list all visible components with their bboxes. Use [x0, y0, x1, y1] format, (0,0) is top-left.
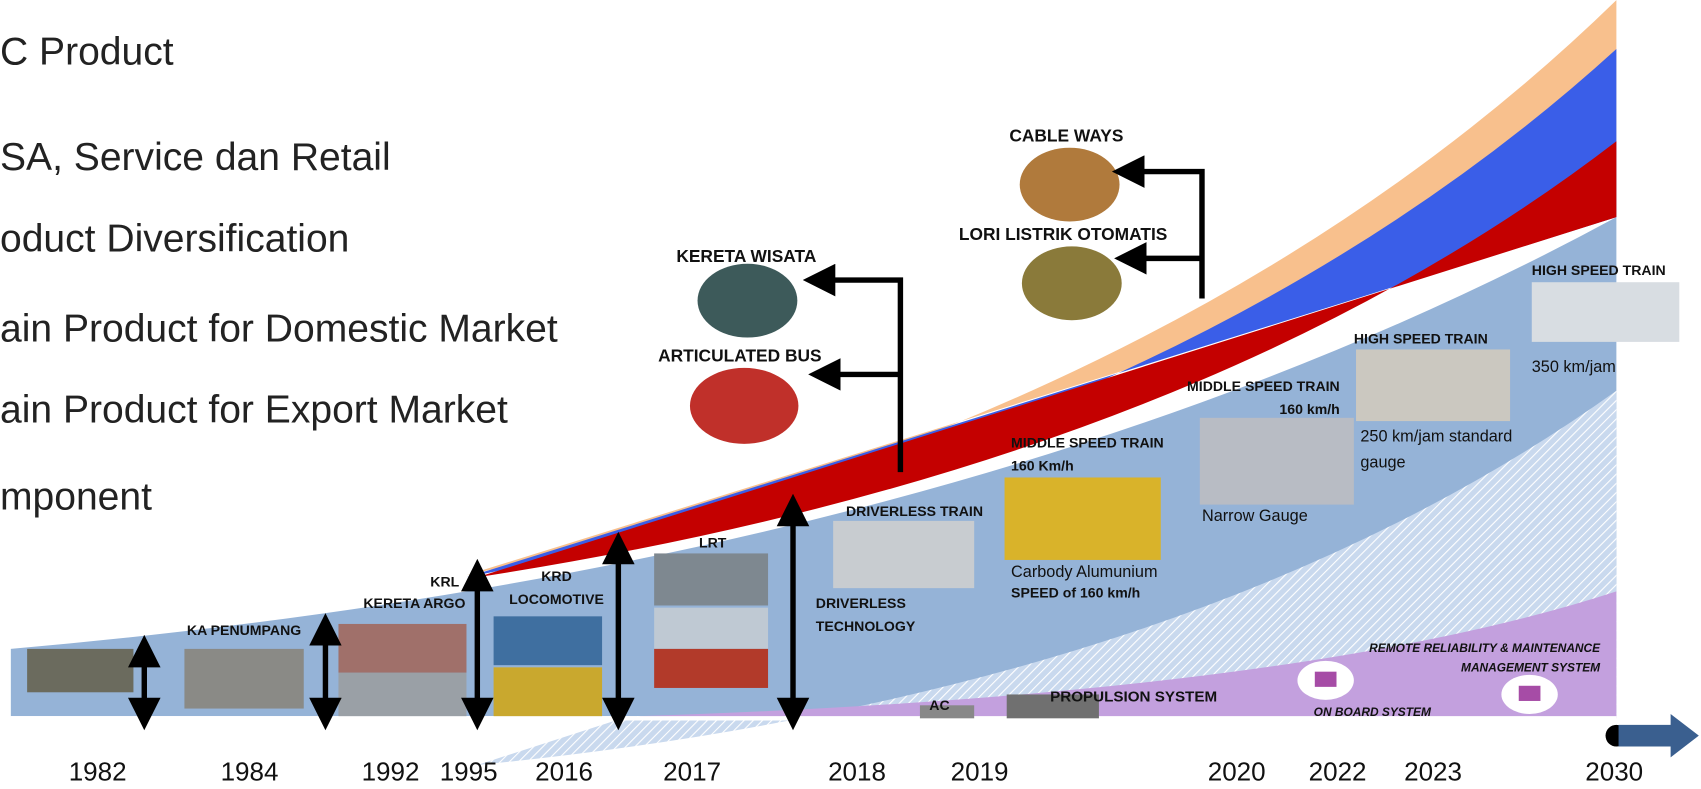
axis-arrow: [1619, 714, 1699, 757]
photo: [654, 649, 768, 688]
product-label: CABLE WAYS: [1009, 125, 1123, 145]
photo: [27, 649, 133, 692]
year-label: 2017: [663, 757, 721, 787]
product-label: KA PENUMPANG: [187, 622, 301, 638]
year-label: 2018: [828, 757, 886, 787]
photo: [494, 667, 602, 716]
roadmap: C Product SA, Service dan Retail oduct Div…: [0, 0, 1701, 789]
photo-oval: [1022, 246, 1122, 320]
product-label: LOCOMOTIVE: [509, 591, 604, 607]
product-label: KERETA ARGO: [363, 595, 465, 611]
icon-screen: [1519, 686, 1541, 701]
product-label: PROPULSION SYSTEM: [1050, 689, 1217, 706]
product-label: Carbody Alumunium: [1011, 563, 1157, 581]
photo: [338, 624, 466, 673]
year-label: 1992: [362, 757, 420, 787]
product-label: SPEED of 160 km/h: [1011, 584, 1140, 600]
photo: [654, 553, 768, 605]
year-label: 2022: [1309, 757, 1367, 787]
bullet-text: oduct Diversification: [0, 217, 349, 260]
year-label: 2030: [1585, 757, 1643, 787]
product-label: MIDDLE SPEED TRAIN: [1187, 378, 1340, 394]
bullet-text: mponent: [0, 475, 152, 518]
product-label: 160 Km/h: [1011, 457, 1074, 473]
product-label: LRT: [699, 534, 727, 550]
photo: [494, 616, 602, 665]
product-label: ON BOARD SYSTEM: [1314, 705, 1432, 719]
year-label: 1984: [221, 757, 279, 787]
bullet-text: ain Product for Export Market: [0, 389, 508, 432]
product-label: REMOTE RELIABILITY & MAINTENANCE: [1369, 641, 1601, 655]
product-label: HIGH SPEED TRAIN: [1354, 330, 1488, 346]
product-label: KRD: [541, 568, 572, 584]
product-label: 250 km/jam standard: [1360, 428, 1512, 446]
product-label: DRIVERLESS: [816, 595, 906, 611]
photo-oval: [690, 368, 798, 444]
product-label: AC: [929, 697, 949, 713]
year-label: 2023: [1404, 757, 1462, 787]
year-label: 2020: [1208, 757, 1266, 787]
product-label: TECHNOLOGY: [816, 618, 916, 634]
photo: [1005, 477, 1161, 559]
year-label: 2019: [951, 757, 1009, 787]
photo: [833, 521, 974, 588]
photo-oval: [698, 264, 798, 338]
year-label: 1982: [69, 757, 127, 787]
photo: [1200, 418, 1354, 505]
bullet-text: C Product: [0, 31, 174, 74]
photo: [1356, 349, 1510, 421]
product-label: 160 km/h: [1279, 401, 1339, 417]
bullet-text: ain Product for Domestic Market: [0, 307, 558, 350]
product-label: MIDDLE SPEED TRAIN: [1011, 435, 1164, 451]
product-label: 350 km/jam: [1532, 358, 1616, 376]
product-label: MANAGEMENT SYSTEM: [1461, 661, 1601, 675]
photo: [338, 673, 466, 716]
product-label: HIGH SPEED TRAIN: [1532, 262, 1666, 278]
icon-screen: [1315, 672, 1337, 687]
year-label: 1995: [440, 757, 498, 787]
product-label: Narrow Gauge: [1202, 507, 1308, 525]
photo: [654, 608, 768, 649]
product-label: KRL: [430, 573, 459, 589]
product-label: gauge: [1360, 454, 1405, 472]
page: {"bullets": ["C Product", "SA, Service d…: [0, 0, 1701, 789]
product-label: ARTICULATED BUS: [658, 346, 821, 366]
photo-oval: [1020, 148, 1120, 222]
photo: [184, 649, 303, 709]
photo: [1532, 282, 1680, 342]
bullet-text: SA, Service dan Retail: [0, 136, 391, 179]
product-label: DRIVERLESS TRAIN: [846, 503, 983, 519]
product-label: LORI LISTRIK OTOMATIS: [959, 224, 1167, 244]
product-label: KERETA WISATA: [676, 246, 816, 266]
year-label: 2016: [535, 757, 593, 787]
